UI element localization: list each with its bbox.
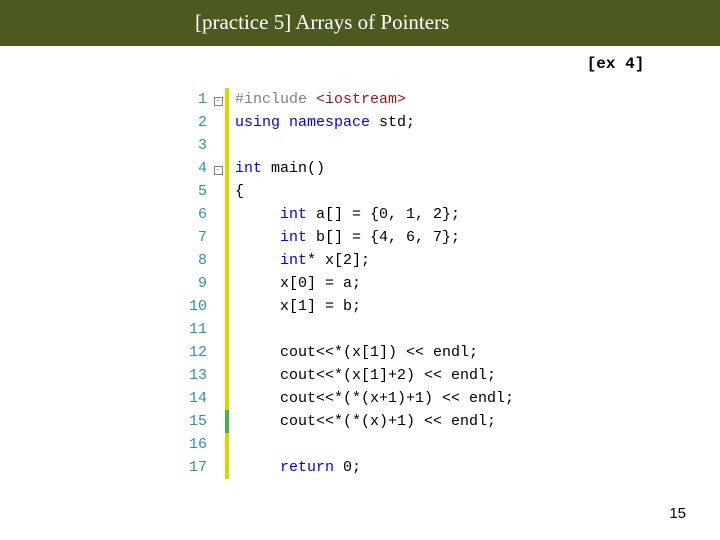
- code-text: int a[] = {0, 1, 2};: [229, 203, 460, 226]
- code-text: int main(): [229, 157, 325, 180]
- code-text: cout<<*(x[1]) << endl;: [229, 341, 478, 364]
- code-text: int* x[2];: [229, 249, 370, 272]
- change-bar: [225, 318, 229, 341]
- page-number: 15: [669, 505, 686, 522]
- code-line: 15 cout<<*(*(x)+1) << endl;: [185, 410, 585, 433]
- line-number: 6: [185, 203, 211, 226]
- code-line: 2 using namespace std;: [185, 111, 585, 134]
- line-number: 7: [185, 226, 211, 249]
- line-number: 1: [185, 88, 211, 111]
- line-number: 9: [185, 272, 211, 295]
- code-text: x[1] = b;: [229, 295, 361, 318]
- line-number: 15: [185, 410, 211, 433]
- code-editor: 1-#include <iostream>2using namespace st…: [185, 88, 585, 479]
- code-line: 14 cout<<*(*(x+1)+1) << endl;: [185, 387, 585, 410]
- code-line: 6 int a[] = {0, 1, 2};: [185, 203, 585, 226]
- example-label: [ex 4]: [543, 50, 688, 78]
- code-line: 7 int b[] = {4, 6, 7};: [185, 226, 585, 249]
- slide-title: [practice 5] Arrays of Pointers: [195, 10, 449, 35]
- fold-toggle-icon[interactable]: -: [214, 97, 223, 106]
- change-bar: [225, 134, 229, 157]
- code-line: 3: [185, 134, 585, 157]
- code-line: 1-#include <iostream>: [185, 88, 585, 111]
- line-number: 11: [185, 318, 211, 341]
- code-text: cout<<*(x[1]+2) << endl;: [229, 364, 496, 387]
- line-number: 4: [185, 157, 211, 180]
- code-line: 5{: [185, 180, 585, 203]
- code-line: 17 return 0;: [185, 456, 585, 479]
- line-number: 12: [185, 341, 211, 364]
- line-number: 5: [185, 180, 211, 203]
- code-line: 13 cout<<*(x[1]+2) << endl;: [185, 364, 585, 387]
- code-line: 8 int* x[2];: [185, 249, 585, 272]
- code-line: 11: [185, 318, 585, 341]
- code-line: 12 cout<<*(x[1]) << endl;: [185, 341, 585, 364]
- change-bar: [225, 433, 229, 456]
- line-number: 8: [185, 249, 211, 272]
- code-text: return 0;: [229, 456, 361, 479]
- code-text: x[0] = a;: [229, 272, 361, 295]
- code-line: 10 x[1] = b;: [185, 295, 585, 318]
- code-line: 16: [185, 433, 585, 456]
- line-number: 14: [185, 387, 211, 410]
- code-text: cout<<*(*(x)+1) << endl;: [229, 410, 496, 433]
- code-text: #include <iostream>: [229, 88, 406, 111]
- fold-toggle-icon[interactable]: -: [214, 166, 223, 175]
- code-line: 4-int main(): [185, 157, 585, 180]
- code-text: cout<<*(*(x+1)+1) << endl;: [229, 387, 514, 410]
- line-number: 17: [185, 456, 211, 479]
- line-number: 13: [185, 364, 211, 387]
- code-line: 9 x[0] = a;: [185, 272, 585, 295]
- fold-gutter: -: [211, 88, 225, 111]
- code-text: using namespace std;: [229, 111, 415, 134]
- code-text: {: [229, 180, 244, 203]
- line-number: 3: [185, 134, 211, 157]
- code-text: int b[] = {4, 6, 7};: [229, 226, 460, 249]
- line-number: 10: [185, 295, 211, 318]
- title-bar: [practice 5] Arrays of Pointers: [0, 0, 720, 46]
- fold-gutter: -: [211, 157, 225, 180]
- line-number: 2: [185, 111, 211, 134]
- line-number: 16: [185, 433, 211, 456]
